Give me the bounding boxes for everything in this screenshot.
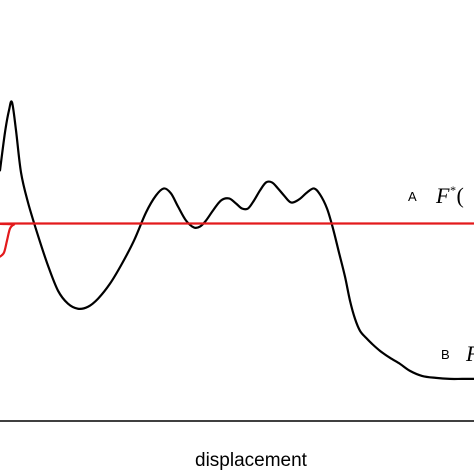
annotation-b-label: F xyxy=(465,341,474,366)
annotation-a-symbol: F xyxy=(435,183,450,208)
annotation-a-superscript: * xyxy=(449,183,455,197)
series-layer xyxy=(0,100,474,381)
annotation-a-tail: ( xyxy=(456,183,463,208)
annotation-b-symbol: F xyxy=(465,341,474,366)
annotation-a-label: F*( xyxy=(435,183,464,208)
series-line-black xyxy=(0,100,474,381)
annotation-b-letter: B xyxy=(441,347,450,362)
x-axis-label: displacement xyxy=(195,450,308,471)
annotation-a-letter: A xyxy=(408,189,417,204)
series-line-red xyxy=(0,222,474,258)
